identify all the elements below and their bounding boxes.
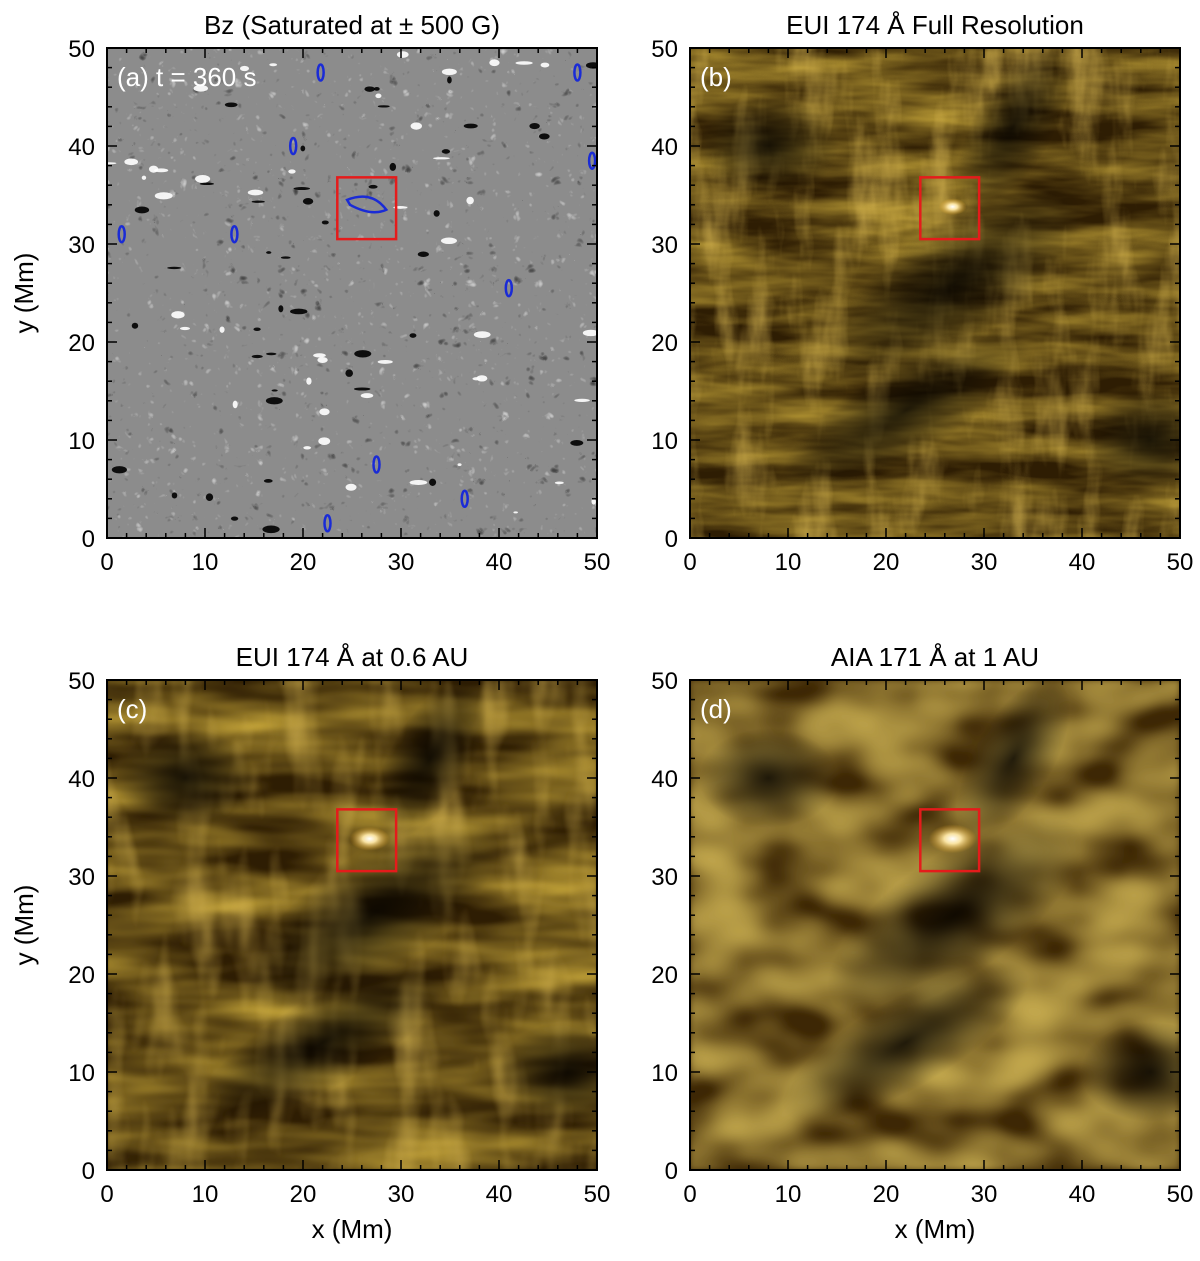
- contour: [372, 455, 381, 474]
- panel-c: 0 10 20 30 40 50 0 10 20 30 40 50 EUI 174 Å at 0.6 A…: [9, 642, 611, 1244]
- panel-frame: [106, 47, 598, 539]
- panel-label: (b): [700, 62, 732, 92]
- contour: [460, 489, 469, 509]
- contour: [323, 514, 332, 533]
- y-axis-label: y (Mm): [9, 885, 39, 966]
- highlight-box: [336, 808, 398, 873]
- panel-b: 0 10 20 30 40 50 0 10 20 30 40 50 EUI 174 Å Full Res…: [651, 10, 1194, 576]
- y-tick-label: 50: [68, 668, 95, 695]
- y-tick-label: 30: [68, 232, 95, 259]
- y-tick-label: 50: [68, 36, 95, 63]
- x-tick-label: 10: [775, 1181, 802, 1208]
- y-tick-label: 50: [651, 668, 678, 695]
- x-tick-label: 10: [192, 1181, 219, 1208]
- y-tick-label: 0: [82, 526, 95, 553]
- y-tick-label: 20: [68, 330, 95, 357]
- bright-point: [349, 826, 390, 851]
- panel-label: (d): [700, 694, 732, 724]
- contour: [345, 195, 389, 214]
- x-tick-label: 20: [290, 1181, 317, 1208]
- y-tick-label: 10: [651, 1060, 678, 1087]
- panel-frame: [689, 679, 1181, 1171]
- contour: [288, 136, 298, 156]
- x-axis-label: x (Mm): [312, 1214, 393, 1244]
- bright-point: [938, 198, 967, 216]
- panel-image-c: [107, 680, 597, 1170]
- x-tick-label: 10: [192, 549, 219, 576]
- panel-title: EUI 174 Å at 0.6 AU: [236, 642, 469, 672]
- y-tick-label: 30: [68, 864, 95, 891]
- y-axis-label: y (Mm): [9, 253, 39, 334]
- y-tick-label: 40: [68, 766, 95, 793]
- x-tick-label: 20: [873, 1181, 900, 1208]
- x-tick-label: 30: [971, 549, 998, 576]
- highlight-box: [919, 808, 981, 873]
- y-tick-label: 10: [651, 428, 678, 455]
- panel-image-a: [107, 48, 597, 538]
- y-tick-label: 30: [651, 232, 678, 259]
- highlight-box: [919, 176, 981, 241]
- x-tick-label: 0: [100, 1181, 113, 1208]
- x-axis-label: x (Mm): [895, 1214, 976, 1244]
- x-tick-label: 0: [100, 549, 113, 576]
- panel-label: (a) t = 360 s: [117, 62, 256, 92]
- highlight-box: [336, 176, 398, 241]
- panel-image-d: [690, 680, 1180, 1170]
- x-tick-label: 50: [1167, 549, 1194, 576]
- x-tick-label: 40: [486, 549, 513, 576]
- contour: [587, 151, 597, 170]
- y-tick-label: 0: [665, 526, 678, 553]
- y-tick-label: 20: [68, 962, 95, 989]
- x-tick-label: 0: [683, 549, 696, 576]
- x-tick-label: 20: [290, 549, 317, 576]
- y-tick-label: 50: [651, 36, 678, 63]
- x-tick-label: 10: [775, 549, 802, 576]
- panel-a: 0 10 20 30 40 50 0 10 20 30 40 50 Bz (Saturated at ±…: [9, 10, 610, 576]
- x-tick-label: 50: [1167, 1181, 1194, 1208]
- y-tick-label: 10: [68, 428, 95, 455]
- contour: [230, 224, 239, 244]
- x-tick-label: 50: [584, 1181, 611, 1208]
- y-tick-label: 40: [68, 134, 95, 161]
- panel-d: 0 10 20 30 40 50 0 10 20 30 40 50 AIA 171 Å at 1 AU (…: [651, 642, 1194, 1244]
- y-tick-label: 30: [651, 864, 678, 891]
- x-tick-label: 40: [486, 1181, 513, 1208]
- panel-title: EUI 174 Å Full Resolution: [786, 10, 1084, 40]
- bright-point: [928, 824, 977, 854]
- y-tick-label: 10: [68, 1060, 95, 1087]
- x-tick-label: 30: [388, 1181, 415, 1208]
- contour: [316, 63, 325, 82]
- y-tick-label: 40: [651, 766, 678, 793]
- panel-frame: [689, 47, 1181, 539]
- x-tick-label: 40: [1069, 1181, 1096, 1208]
- contour: [504, 278, 514, 298]
- y-tick-label: 0: [665, 1158, 678, 1185]
- y-tick-label: 0: [82, 1158, 95, 1185]
- panel-frame: [106, 679, 598, 1171]
- y-tick-label: 20: [651, 330, 678, 357]
- y-tick-label: 20: [651, 962, 678, 989]
- y-tick-label: 40: [651, 134, 678, 161]
- contour: [573, 63, 582, 82]
- x-tick-label: 30: [971, 1181, 998, 1208]
- contour: [117, 224, 126, 244]
- panel-title: Bz (Saturated at ± 500 G): [204, 10, 500, 40]
- panel-label: (c): [117, 694, 147, 724]
- panel-title: AIA 171 Å at 1 AU: [831, 642, 1039, 672]
- x-tick-label: 40: [1069, 549, 1096, 576]
- x-tick-label: 0: [683, 1181, 696, 1208]
- x-tick-label: 30: [388, 549, 415, 576]
- x-tick-label: 20: [873, 549, 900, 576]
- x-tick-label: 50: [584, 549, 611, 576]
- panel-image-b: [690, 48, 1180, 538]
